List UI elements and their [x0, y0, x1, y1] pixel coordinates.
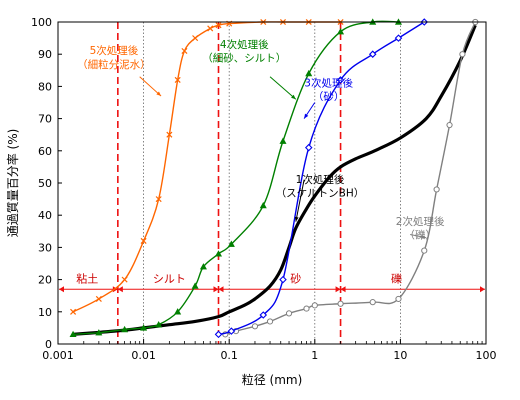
data-point [174, 308, 182, 315]
leader-arrowhead [156, 91, 162, 97]
data-point [192, 35, 199, 42]
series-line [73, 20, 399, 336]
x-tick-label: 0.01 [131, 349, 156, 362]
zone-label: 礫 [391, 271, 402, 285]
data-point [369, 299, 376, 306]
x-axis-title: 粒径 (mm) [242, 372, 303, 387]
zone-label: 粘土 [76, 271, 98, 285]
zone-arrowhead [340, 286, 346, 293]
data-point [214, 250, 223, 257]
data-point [227, 240, 235, 247]
y-tick-label: 70 [38, 113, 52, 126]
zone-arrowhead [218, 286, 224, 293]
data-point [394, 34, 403, 42]
data-point [155, 321, 163, 328]
leader-arrowhead [304, 113, 309, 119]
data-point [336, 76, 345, 84]
leader-line [269, 76, 297, 100]
data-point [433, 186, 440, 193]
series [70, 18, 344, 315]
data-point [279, 137, 287, 144]
data-point [166, 131, 173, 138]
data-point [311, 302, 318, 309]
x-tick-label: 10 [393, 349, 407, 362]
data-point [70, 308, 77, 315]
data-point [207, 25, 214, 32]
zone-arrowhead [117, 286, 123, 293]
data-point [304, 143, 313, 152]
data-point [140, 237, 147, 244]
zone-arrowhead [59, 286, 64, 293]
data-point [279, 275, 287, 284]
data-point [69, 330, 77, 338]
y-axis-title: 通過質量百分率 (%) [5, 129, 20, 238]
data-point [285, 310, 293, 317]
data-point [174, 76, 181, 83]
data-point [368, 50, 377, 58]
data-point [251, 323, 259, 330]
y-tick-label: 60 [38, 145, 52, 158]
series-line [218, 21, 425, 336]
y-tick-label: 30 [38, 241, 52, 254]
y-tick-label: 0 [45, 338, 52, 351]
data-point [140, 324, 148, 331]
annotation-label: 5次処理後（細粒分泥水） [77, 44, 151, 71]
series [69, 18, 403, 338]
y-tick-label: 90 [38, 48, 52, 61]
data-point [337, 28, 345, 35]
data-point [446, 121, 453, 129]
zone-label: シルト [153, 272, 186, 285]
data-point [121, 276, 128, 283]
leader-line [295, 179, 305, 222]
data-point [155, 196, 162, 203]
data-point [266, 318, 274, 325]
zone-arrowhead [335, 286, 341, 293]
data-point [215, 22, 222, 29]
data-point [421, 247, 428, 254]
zone-arrowhead [213, 286, 219, 293]
data-point [395, 295, 402, 303]
data-point [305, 69, 313, 77]
x-tick-label: 1 [311, 349, 318, 362]
data-point [181, 47, 188, 55]
data-point [121, 325, 129, 333]
annotation-label: 1次処理後（スケルトンBH） [276, 173, 365, 200]
annotation-label: 2次処理後（礫） [396, 215, 445, 242]
y-tick-label: 100 [31, 16, 52, 29]
series [214, 18, 429, 339]
data-point [259, 311, 268, 319]
data-point [227, 327, 236, 335]
y-tick-label: 10 [38, 306, 52, 319]
y-tick-label: 50 [38, 177, 52, 190]
zone-label: 砂 [290, 272, 301, 285]
data-point [95, 329, 103, 336]
zone-arrowhead [480, 286, 485, 293]
data-point [259, 201, 267, 209]
data-point [95, 295, 102, 302]
x-tick-label: 0.001 [42, 349, 74, 362]
leader-arrowhead [291, 94, 296, 100]
series-line [72, 24, 477, 336]
y-tick-label: 80 [38, 80, 52, 93]
leader-line [139, 76, 162, 97]
annotation-label: 3次処理後（砂） [304, 76, 353, 103]
x-tick-label: 100 [476, 349, 497, 362]
data-point [459, 51, 466, 58]
leader-arrowhead [421, 234, 427, 239]
series [72, 24, 477, 336]
leader-arrowhead [294, 216, 299, 222]
data-point [199, 263, 207, 270]
data-point [214, 330, 223, 339]
y-tick-label: 20 [38, 274, 52, 287]
data-point [337, 300, 344, 307]
x-tick-label: 0.1 [220, 349, 238, 362]
y-tick-label: 40 [38, 209, 52, 222]
annotation-label: 4次処理後（細砂、シルト） [202, 38, 286, 65]
data-point [303, 305, 310, 312]
data-point [191, 282, 199, 289]
